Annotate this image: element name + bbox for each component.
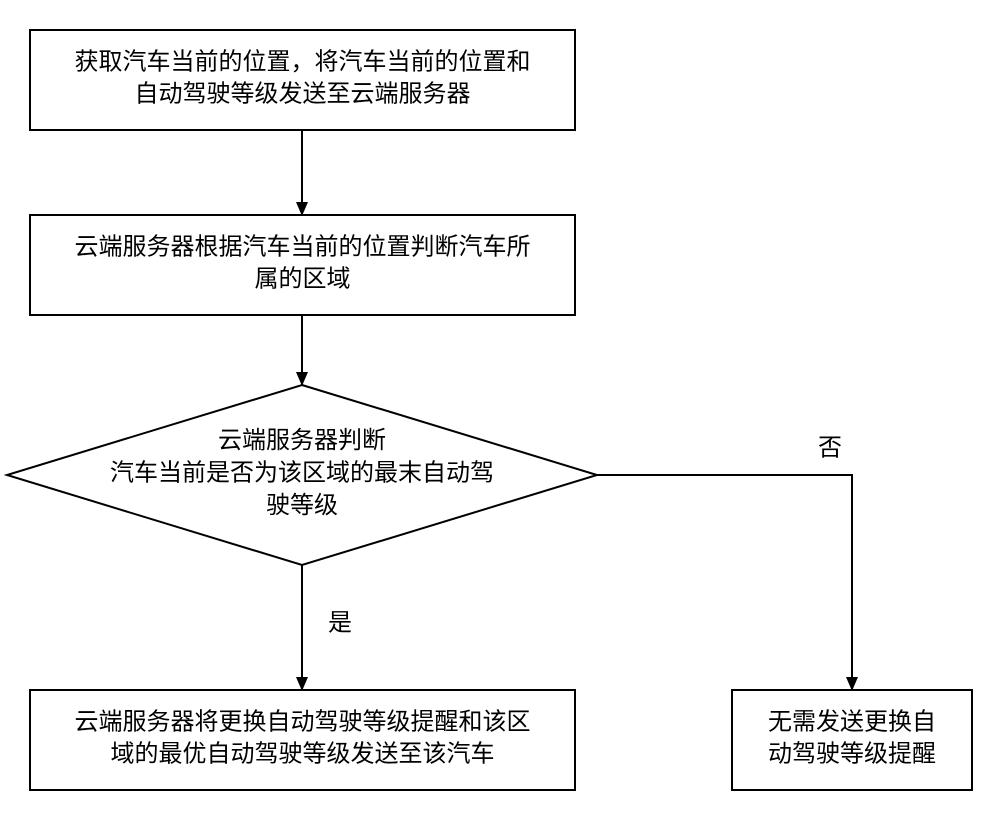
- node-decision-text-line-1: 汽车当前是否为该区域的最末自动驾: [110, 460, 494, 487]
- node-step1: [30, 30, 575, 130]
- edge-label-decision-right-no: 否: [818, 436, 842, 462]
- node-step1-text-line-1: 自动驾驶等级发送至云端服务器: [135, 81, 471, 108]
- node-step2-text-line-1: 属的区域: [255, 266, 351, 293]
- node-yes_box: [30, 690, 575, 790]
- node-yes_box-text-line-0: 云端服务器将更换自动驾驶等级提醒和该区: [75, 708, 531, 735]
- node-step2: [30, 215, 575, 315]
- flowchart: 获取汽车当前的位置，将汽车当前的位置和自动驾驶等级发送至云端服务器云端服务器根据…: [0, 0, 1000, 823]
- node-yes_box-text-line-1: 域的最优自动驾驶等级发送至该汽车: [111, 741, 495, 768]
- edge-label-decision-bottom-yes: 是: [328, 611, 352, 637]
- node-decision-text-line-2: 驶等级: [266, 492, 338, 519]
- node-step1-text-line-0: 获取汽车当前的位置，将汽车当前的位置和: [75, 48, 531, 75]
- node-no_box-text-line-1: 动驾驶等级提醒: [768, 741, 936, 768]
- node-no_box: [732, 690, 972, 790]
- node-step2-text-line-0: 云端服务器根据汽车当前的位置判断汽车所: [75, 233, 531, 260]
- node-no_box-text-line-0: 无需发送更换自: [768, 708, 936, 735]
- edge-decision-right-no: [597, 475, 852, 690]
- node-decision-text-line-0: 云端服务器判断: [218, 427, 386, 454]
